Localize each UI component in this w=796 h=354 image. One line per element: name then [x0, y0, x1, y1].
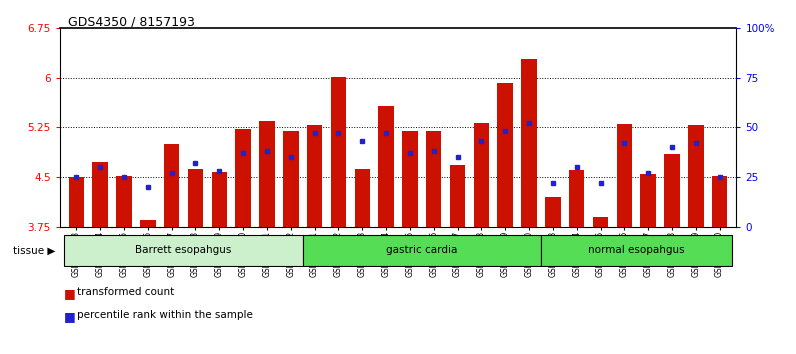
Bar [569, 170, 584, 227]
Bar [236, 130, 251, 227]
Bar [259, 121, 275, 227]
Bar [593, 217, 608, 227]
Bar [378, 105, 394, 227]
Bar [712, 176, 728, 227]
Bar [664, 154, 680, 227]
Bar [426, 131, 442, 227]
Bar [164, 144, 179, 227]
Bar [450, 165, 466, 227]
Text: percentile rank within the sample: percentile rank within the sample [77, 310, 253, 320]
Bar [521, 59, 537, 227]
Bar [354, 169, 370, 227]
Bar [68, 177, 84, 227]
Bar [330, 77, 346, 227]
Bar [545, 197, 560, 227]
Bar [402, 131, 418, 227]
Text: gastric cardia: gastric cardia [386, 245, 458, 255]
Text: GDS4350 / 8157193: GDS4350 / 8157193 [68, 16, 194, 29]
Bar [307, 125, 322, 227]
Text: ■: ■ [64, 310, 76, 323]
Bar [498, 82, 513, 227]
Bar [140, 220, 155, 227]
Bar [64, 235, 302, 266]
Text: transformed count: transformed count [77, 287, 174, 297]
Bar [283, 131, 298, 227]
Text: tissue ▶: tissue ▶ [14, 245, 56, 256]
Bar [116, 176, 132, 227]
Bar [188, 169, 203, 227]
Bar [641, 174, 656, 227]
Text: Barrett esopahgus: Barrett esopahgus [135, 245, 232, 255]
Bar [617, 124, 632, 227]
Bar [212, 172, 227, 227]
Text: ■: ■ [64, 287, 76, 300]
Text: normal esopahgus: normal esopahgus [588, 245, 685, 255]
Bar [688, 125, 704, 227]
Bar [541, 235, 732, 266]
Bar [302, 235, 541, 266]
Bar [92, 162, 108, 227]
Bar [474, 123, 489, 227]
